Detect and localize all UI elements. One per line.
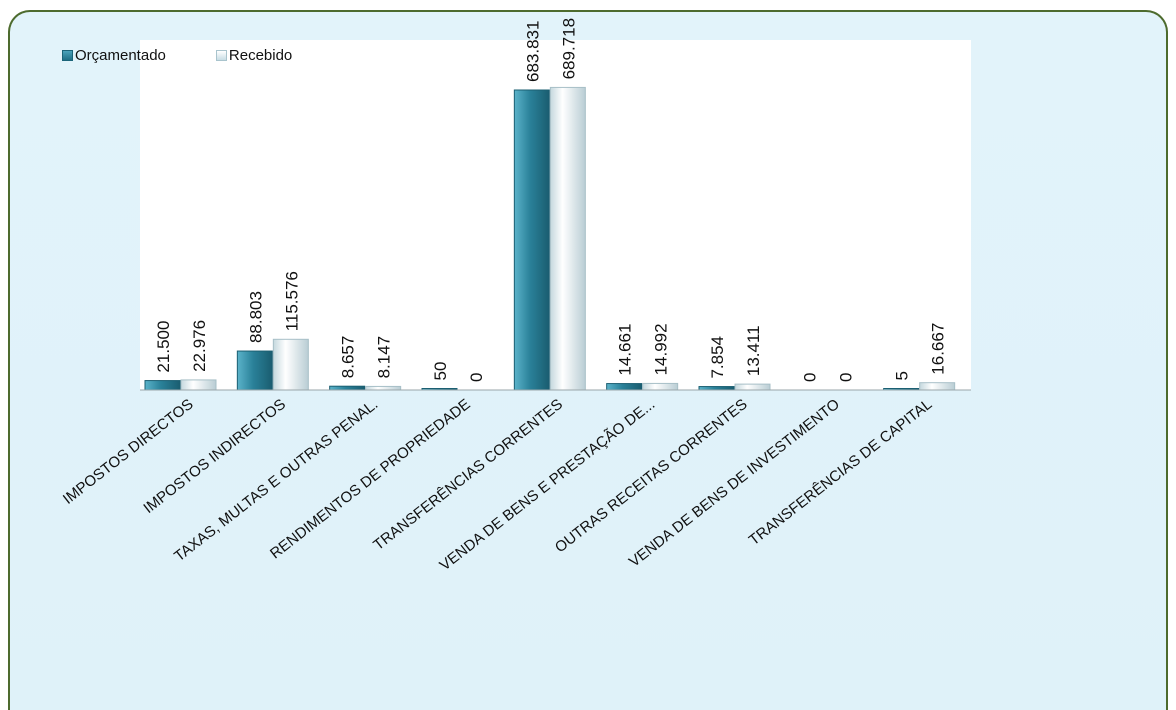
legend-item-recebido: Recebido — [215, 47, 293, 64]
value-label-recebido-4: 689.718 — [559, 18, 578, 79]
value-label-recebido-8: 16.667 — [929, 323, 948, 375]
category-label-4: TRANSFERÊNCIAS CORRENTES — [370, 396, 566, 554]
bar-recebido-6 — [734, 383, 771, 391]
value-label-orcamentado-8: 5 — [893, 371, 912, 380]
value-label-recebido-7: 0 — [836, 373, 855, 382]
value-label-recebido-0: 22.976 — [190, 320, 209, 372]
value-label-recebido-5: 14.992 — [652, 323, 671, 375]
bar-orcamentado-5 — [606, 383, 643, 391]
category-label-6: OUTRAS RECEITAS CORRENTES — [552, 396, 751, 556]
value-label-orcamentado-6: 7.854 — [708, 336, 727, 379]
value-label-orcamentado-0: 21.500 — [154, 321, 173, 373]
bar-orcamentado-4 — [513, 89, 550, 391]
value-label-orcamentado-7: 0 — [800, 373, 819, 382]
bar-recebido-4 — [549, 86, 586, 391]
legend-label-recebido: Recebido — [228, 47, 293, 64]
value-label-recebido-2: 8.147 — [375, 336, 394, 379]
value-label-orcamentado-5: 14.661 — [616, 324, 635, 376]
bar-orcamentado-6 — [698, 386, 735, 391]
bar-orcamentado-0 — [144, 380, 181, 391]
bar-recebido-1 — [272, 338, 309, 391]
value-label-orcamentado-4: 683.831 — [523, 21, 542, 82]
legend-label-orcamentado: Orçamentado — [75, 47, 166, 64]
legend: Orçamentado Recebido — [62, 47, 342, 64]
category-label-3: RENDIMENTOS DE PROPRIEDADE — [267, 396, 474, 563]
category-label-8: TRANSFERÊNCIAS DE CAPITAL — [746, 396, 936, 549]
category-label-7: VENDA DE BENS DE INVESTIMENTO — [626, 396, 843, 571]
bar-orcamentado-1 — [236, 350, 273, 391]
bar-recebido-8 — [919, 382, 956, 391]
legend-item-orcamentado: Orçamentado — [62, 47, 166, 64]
legend-swatch-recebido — [215, 50, 227, 61]
category-label-2: TAXAS, MULTAS E OUTRAS PENAL. — [171, 396, 381, 565]
bar-recebido-0 — [180, 379, 217, 391]
bar-orcamentado-2 — [329, 385, 366, 391]
value-label-orcamentado-2: 8.657 — [339, 336, 358, 379]
value-label-orcamentado-1: 88.803 — [246, 291, 265, 343]
value-label-recebido-1: 115.576 — [282, 271, 301, 331]
value-label-orcamentado-3: 50 — [431, 362, 450, 381]
bar-recebido-5 — [642, 382, 679, 391]
bar-recebido-2 — [365, 385, 402, 391]
value-label-recebido-3: 0 — [467, 373, 486, 382]
legend-swatch-orcamentado — [62, 50, 73, 61]
value-label-recebido-6: 13.411 — [744, 325, 763, 376]
